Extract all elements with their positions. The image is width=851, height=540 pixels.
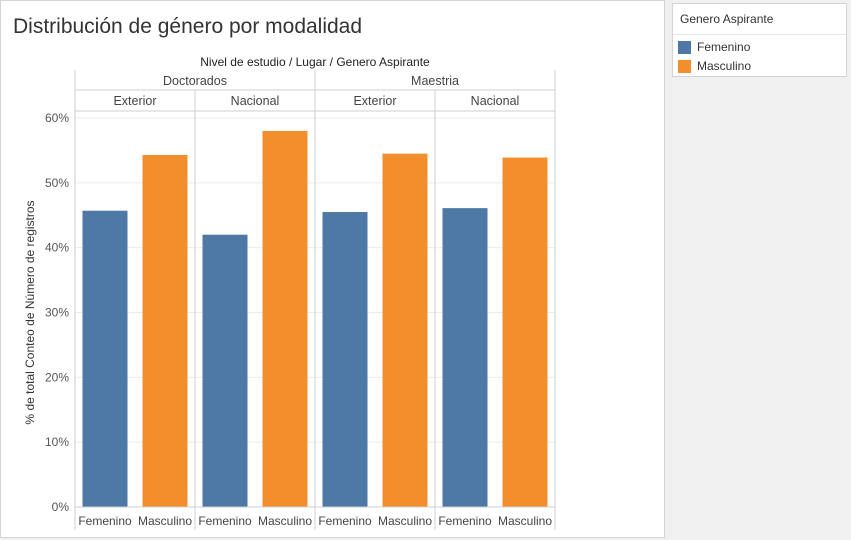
legend-label-masculino: Masculino (697, 59, 752, 73)
place-label-0: Exterior (113, 94, 156, 108)
x-tick-label: Masculino (258, 514, 312, 528)
legend-divider (673, 34, 846, 35)
legend-label-femenino: Femenino (697, 40, 751, 54)
level-label-0: Doctorados (163, 74, 227, 88)
bar-chart: Nivel de estudio / Lugar / Genero Aspira… (23, 55, 556, 530)
place-label-2: Exterior (353, 94, 396, 108)
bar-femenino (82, 210, 128, 507)
y-tick-label: 60% (45, 111, 69, 125)
chart-header: Nivel de estudio / Lugar / Genero Aspira… (200, 55, 430, 69)
legend-swatch-masculino (678, 59, 691, 73)
y-axis-label: % de total Conteo de Número de registros (23, 200, 37, 424)
bar-masculino (142, 154, 188, 507)
y-tick-label: 50% (45, 176, 69, 190)
x-tick-label: Femenino (198, 514, 252, 528)
chart-title: Distribución de género por modalidad (13, 15, 363, 38)
level-label-1: Maestria (411, 74, 459, 88)
x-tick-label: Femenino (78, 514, 132, 528)
y-tick-label: 40% (45, 241, 69, 255)
bar-masculino (262, 130, 308, 507)
place-label-1: Nacional (231, 94, 280, 108)
x-tick-label: Masculino (378, 514, 432, 528)
x-tick-label: Femenino (438, 514, 492, 528)
bar-femenino (322, 212, 368, 507)
bar-femenino (442, 208, 488, 507)
bar-masculino (502, 157, 548, 507)
legend-item-masculino[interactable]: Masculino (678, 58, 751, 74)
legend-title: Genero Aspirante (680, 12, 774, 26)
x-tick-label: Femenino (318, 514, 372, 528)
legend: Genero Aspirante Femenino Masculino (672, 3, 847, 77)
y-tick-label: 30% (45, 306, 69, 320)
legend-item-femenino[interactable]: Femenino (678, 39, 750, 55)
bar-masculino (382, 153, 428, 508)
y-tick-label: 10% (45, 435, 69, 449)
y-tick-label: 20% (45, 370, 69, 384)
x-tick-label: Masculino (498, 514, 552, 528)
x-tick-label: Masculino (138, 514, 192, 528)
place-label-3: Nacional (471, 94, 520, 108)
legend-swatch-femenino (678, 40, 691, 54)
y-tick-label: 0% (52, 500, 70, 514)
bar-femenino (202, 234, 248, 507)
